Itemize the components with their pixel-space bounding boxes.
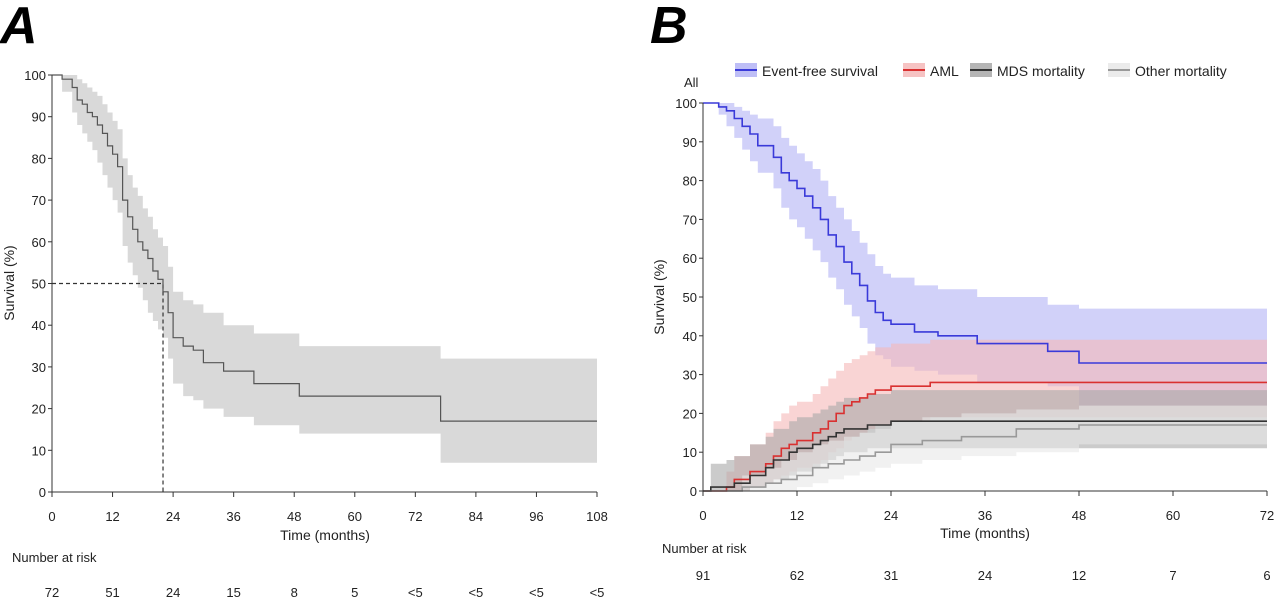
risk-count: <5 [590,585,605,600]
panel-a-risk-label: Number at risk [12,550,97,565]
panel-a-letter: A [0,0,38,55]
legend-label-aml: AML [930,63,959,79]
y-tick-label: 100 [675,96,697,111]
y-tick-label: 70 [32,193,46,208]
y-tick-label: 30 [683,368,697,383]
risk-count: <5 [408,585,423,600]
risk-count: 24 [978,568,992,583]
y-tick-label: 20 [32,402,46,417]
risk-count: <5 [468,585,483,600]
y-tick-label: 40 [32,318,46,333]
panel-a-curves [52,74,597,492]
x-tick-label: 48 [1072,508,1086,523]
risk-count: 7 [1169,568,1176,583]
panel-b-subtitle: All [684,75,699,90]
series-line-other-mortality [703,424,1267,492]
risk-count: 5 [351,585,358,600]
panel-a-risk-table: 72 51 24 15 8 5 <5 <5 <5 <5 [45,585,605,600]
y-tick-label: 90 [32,110,46,125]
x-tick-label: 24 [166,509,180,524]
y-tick-label: 80 [683,174,697,189]
y-tick-label: 0 [690,484,697,499]
risk-count: 12 [1072,568,1086,583]
x-tick-label: 72 [408,509,422,524]
panel-b-curves [703,102,1267,492]
y-tick-label: 100 [24,68,46,83]
y-tick-label: 60 [683,251,697,266]
x-tick-label: 24 [884,508,898,523]
risk-count: 51 [105,585,119,600]
ci-band-survival [52,75,597,463]
x-tick-label: 12 [105,509,119,524]
panel-b-axes: 0 12 24 36 48 60 72 0 10 20 30 40 50 60 70 80 90 100 [675,96,1274,523]
panel-a-y-axis-label: Survival (%) [1,245,17,320]
y-tick-label: 0 [39,485,46,500]
y-tick-label: 50 [683,290,697,305]
y-tick-label: 50 [32,277,46,292]
x-tick-label: 72 [1260,508,1274,523]
y-tick-label: 70 [683,212,697,227]
risk-count: 15 [226,585,240,600]
panel-b-risk-label: Number at risk [662,541,747,556]
risk-count: 24 [166,585,180,600]
panel-a: A 0 12 24 36 48 60 72 84 96 108 0 10 20 30 40 50 60 70 80 9… [0,0,608,600]
x-tick-label: 0 [699,508,706,523]
risk-count: 8 [291,585,298,600]
legend-label-mds-mortality: MDS mortality [997,63,1085,79]
risk-count: 91 [696,568,710,583]
legend-label-event-free-survival: Event-free survival [762,63,878,79]
risk-count: 72 [45,585,59,600]
median-survival-marker [52,282,164,492]
risk-count: 31 [884,568,898,583]
panel-a-x-axis-label: Time (months) [280,527,370,543]
panel-b-x-axis-label: Time (months) [940,525,1030,541]
y-tick-label: 20 [683,406,697,421]
y-tick-label: 10 [32,443,46,458]
x-tick-label: 96 [529,509,543,524]
panel-a-ci-bands [52,75,597,463]
risk-count: 6 [1263,568,1270,583]
y-tick-label: 40 [683,329,697,344]
panel-a-axes: 0 12 24 36 48 60 72 84 96 108 0 10 20 30 40 50 60 70 80 90 1… [24,68,608,524]
ci-band-event-free-survival [703,103,1267,406]
panel-b-ci-bands [703,103,1267,491]
x-tick-label: 36 [226,509,240,524]
panel-b-legend: Event-free survival AML MDS mortality Other… [735,63,1227,79]
y-tick-label: 60 [32,235,46,250]
risk-count: 62 [790,568,804,583]
legend-label-other-mortality: Other mortality [1135,63,1227,79]
x-tick-label: 12 [790,508,804,523]
x-tick-label: 48 [287,509,301,524]
x-tick-label: 0 [48,509,55,524]
panel-b-y-axis-label: Survival (%) [651,259,667,334]
x-tick-label: 84 [469,509,483,524]
y-tick-label: 30 [32,360,46,375]
y-tick-label: 10 [683,445,697,460]
panel-b-risk-table: 91 62 31 24 12 7 6 [696,568,1271,583]
x-tick-label: 108 [586,509,608,524]
panel-b-letter: B [650,0,688,55]
ci-band-other-mortality [703,405,1267,491]
x-tick-label: 60 [348,509,362,524]
series-line-event-free-survival [703,102,1267,364]
series-line-aml [703,381,1267,492]
x-tick-label: 36 [978,508,992,523]
series-line-mds-mortality [703,420,1267,492]
risk-count: <5 [529,585,544,600]
x-tick-label: 60 [1166,508,1180,523]
y-tick-label: 90 [683,135,697,150]
y-tick-label: 80 [32,151,46,166]
panel-b: B All 0 12 24 36 48 60 72 0 10 20 30 40 50 60 70 80 90 10… [650,0,1274,583]
series-line-survival [52,74,597,422]
